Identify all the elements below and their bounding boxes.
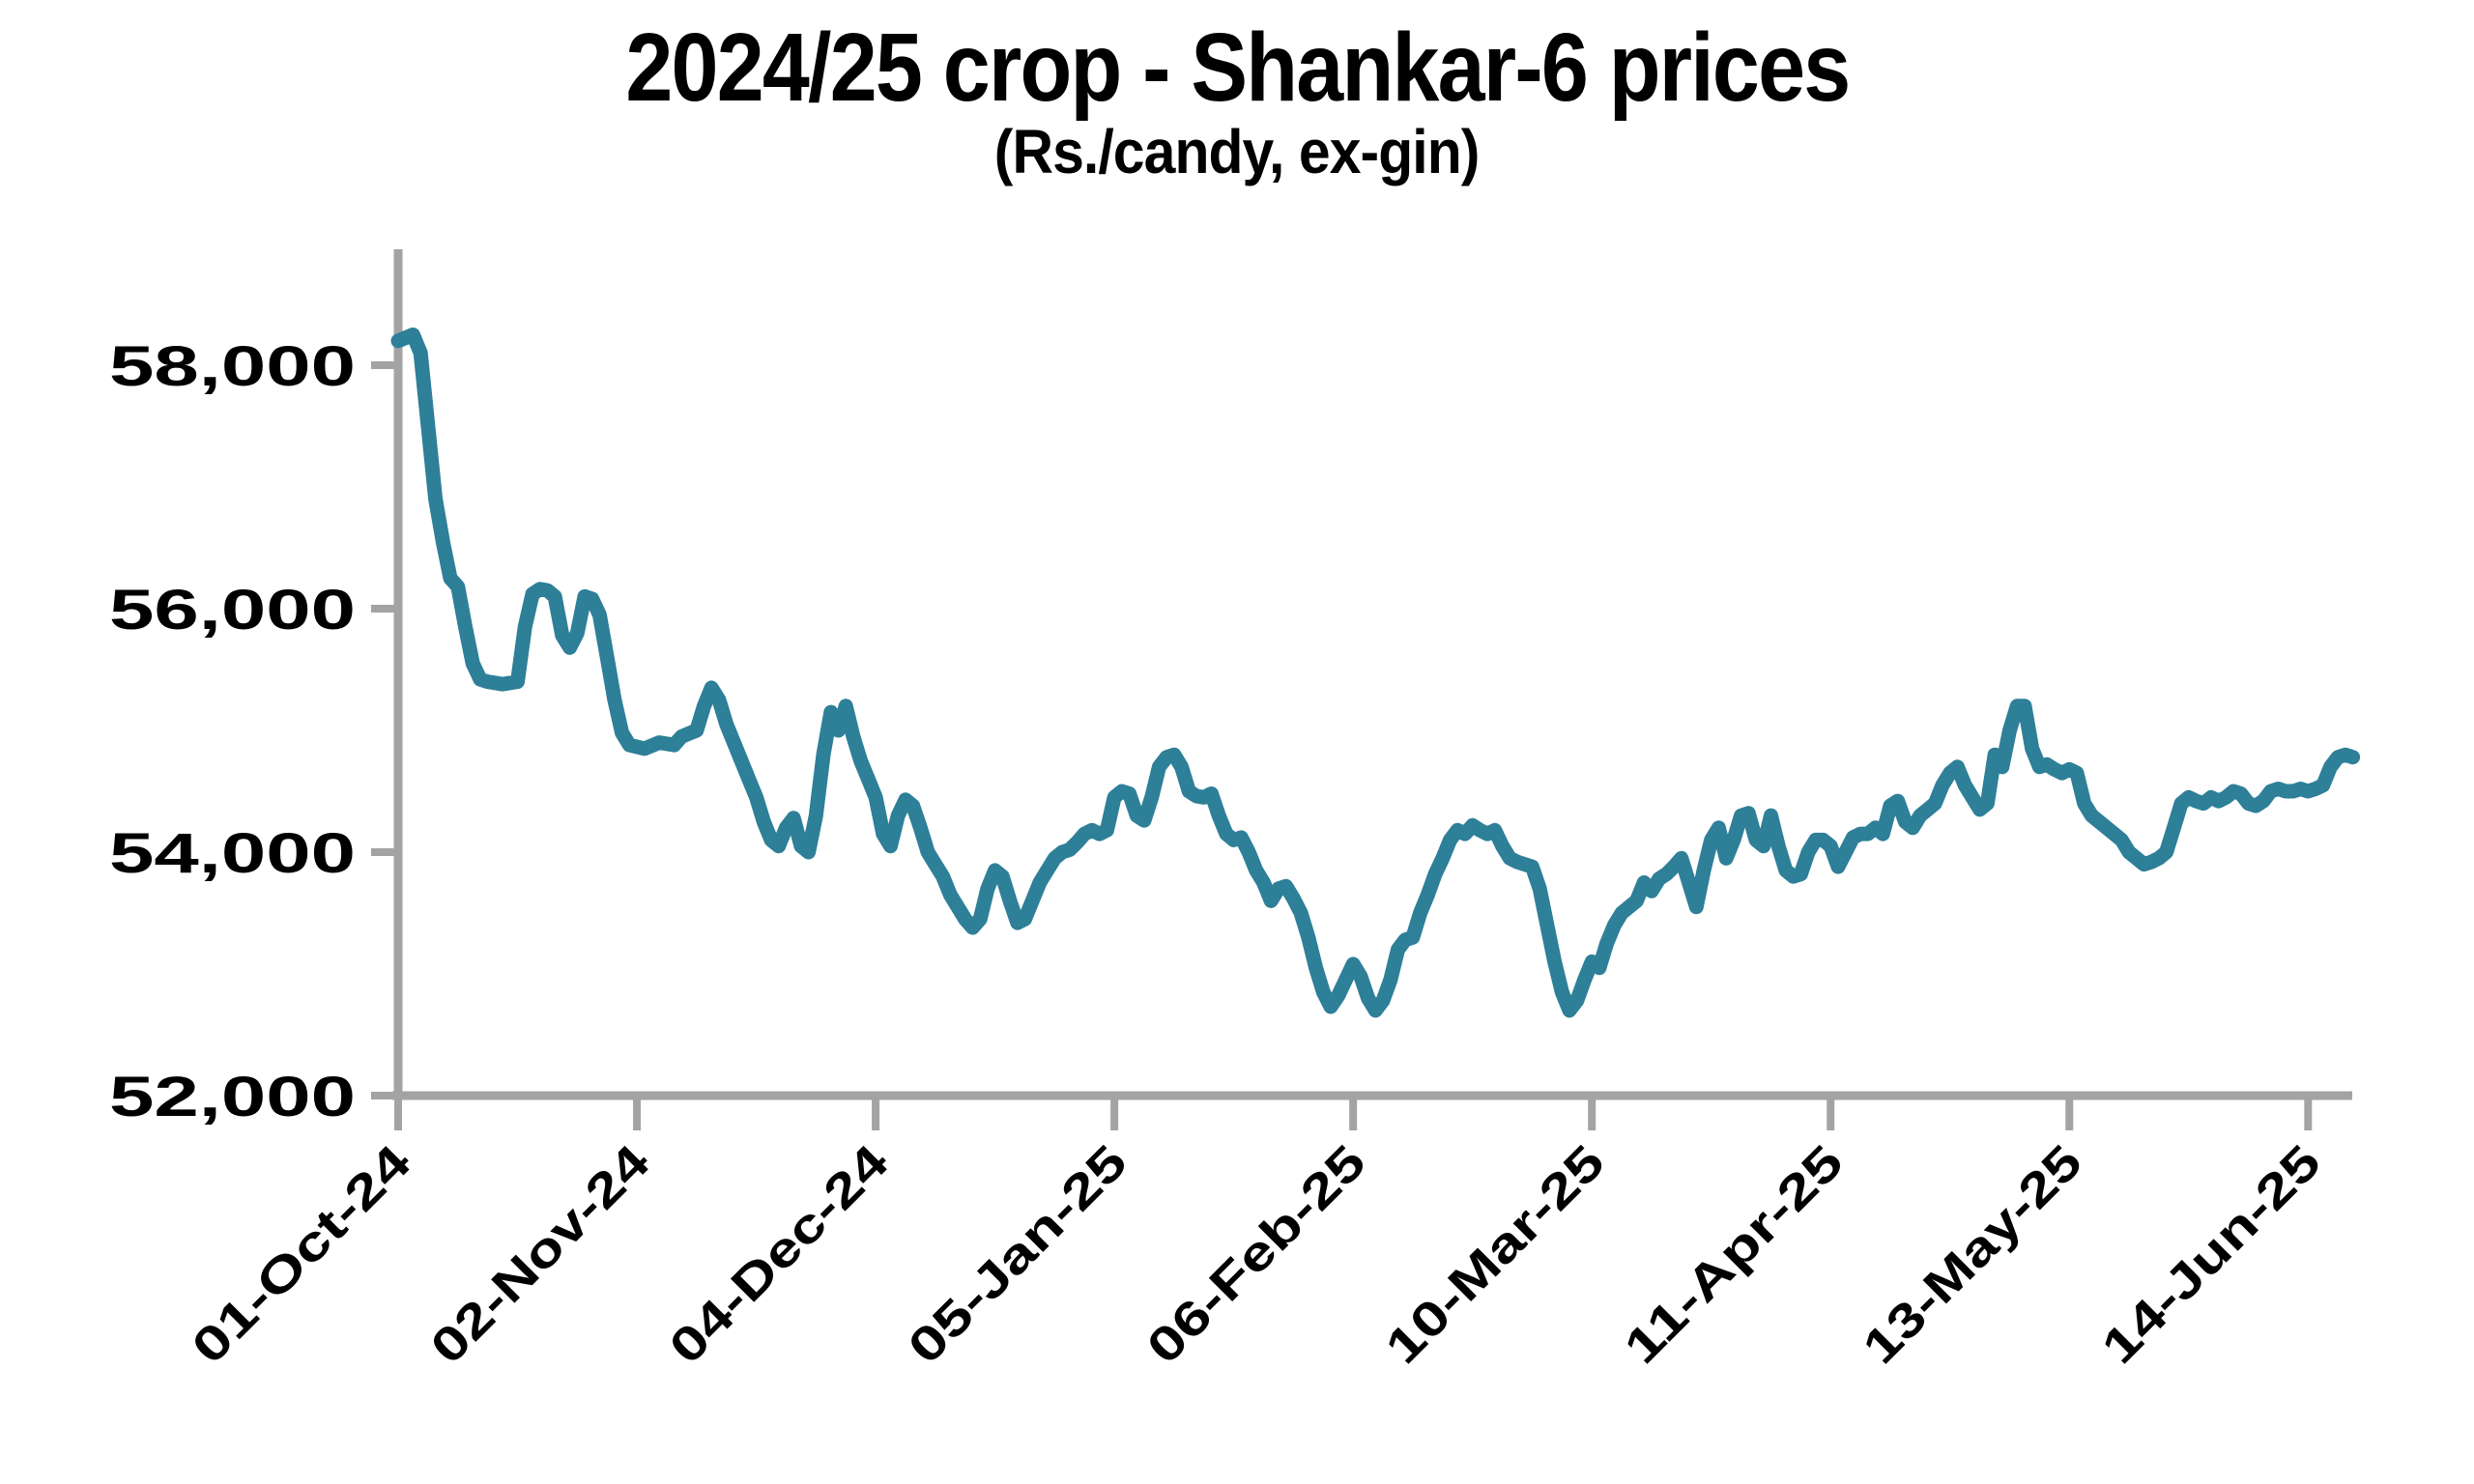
- x-tick-label: 14-Jun-25: [2091, 1134, 2331, 1374]
- x-tick-label: 13-May-25: [1853, 1134, 2092, 1374]
- y-tick-label: 56,000: [109, 579, 356, 642]
- y-axis: 58,000 56,000 54,000 52,000: [109, 249, 403, 1128]
- x-axis: 01-Oct-24 02-Nov-24 04-Dec-24 05-Jan-25 06-F…: [182, 1091, 2352, 1374]
- x-axis-ticks: [394, 1096, 2313, 1130]
- x-tick-label: 04-Dec-24: [659, 1134, 899, 1374]
- chart-title: 2024/25 crop - Shankar-6 prices: [624, 14, 1851, 122]
- y-tick-label: 58,000: [109, 335, 356, 398]
- y-tick-labels: 58,000 56,000 54,000 52,000: [109, 335, 356, 1128]
- x-tick-labels: 01-Oct-24 02-Nov-24 04-Dec-24 05-Jan-25 06-F…: [182, 1134, 2332, 1374]
- x-tick-label: 01-Oct-24: [182, 1134, 421, 1374]
- x-tick-label: 05-Jan-25: [898, 1134, 1137, 1374]
- y-tick-label: 54,000: [109, 822, 356, 885]
- x-tick-label: 10-Mar-25: [1375, 1134, 1615, 1374]
- chart-subtitle: (Rs./candy, ex-gin): [994, 117, 1481, 186]
- x-tick-label: 06-Feb-25: [1136, 1134, 1376, 1374]
- x-tick-label: 02-Nov-24: [420, 1134, 660, 1374]
- y-tick-label: 52,000: [109, 1066, 356, 1128]
- price-line: [390, 328, 2361, 1018]
- x-tick-label: 11-Apr-25: [1614, 1134, 1854, 1374]
- chart-header: 2024/25 crop - Shankar-6 prices (Rs./can…: [0, 14, 2474, 186]
